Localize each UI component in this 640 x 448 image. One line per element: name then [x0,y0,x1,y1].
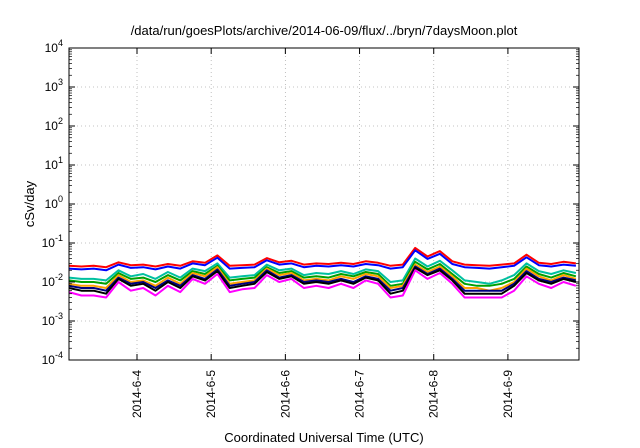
series-line-1 [68,246,577,269]
x-tick-label: 2014-6-7 [353,370,367,418]
series-line-7 [68,266,577,295]
x-tick-label: 2014-6-5 [204,370,218,418]
series-line-3 [68,257,577,285]
series-line-8 [68,269,577,299]
x-tick-label: 2014-6-8 [427,370,441,418]
y-tick-label: 104 [45,38,63,55]
series-line-6 [68,265,577,292]
x-axis-label: Coordinated Universal Time (UTC) [224,430,423,445]
y-tick-label: 100 [45,194,63,211]
y-tick-label: 10-4 [42,350,63,367]
x-tick-label: 2014-6-6 [278,370,292,418]
x-axis: 2014-6-4 2014-6-5 2014-6-6 2014-6-7 2014-6-8… [130,48,515,418]
x-tick-label: 2014-6-9 [501,370,515,418]
chart-title: /data/run/goesPlots/archive/2014-06-09/f… [131,23,518,38]
y-axis-label: cSv/day [22,180,37,227]
gridlines [69,48,579,360]
y-tick-label: 10-2 [42,272,63,289]
series-lines [68,246,577,299]
y-tick-label: 102 [45,116,63,133]
y-tick-label: 10-3 [42,311,63,328]
x-tick-label: 2014-6-4 [130,370,144,418]
series-line-4 [68,260,577,287]
series-line-2 [68,249,576,272]
y-tick-label: 10-1 [42,233,63,250]
y-tick-label: 103 [45,77,63,94]
y-tick-label: 101 [45,155,63,172]
y-axis: 104 103 102 101 100 10-1 10-2 10-3 10-4 [42,38,579,367]
